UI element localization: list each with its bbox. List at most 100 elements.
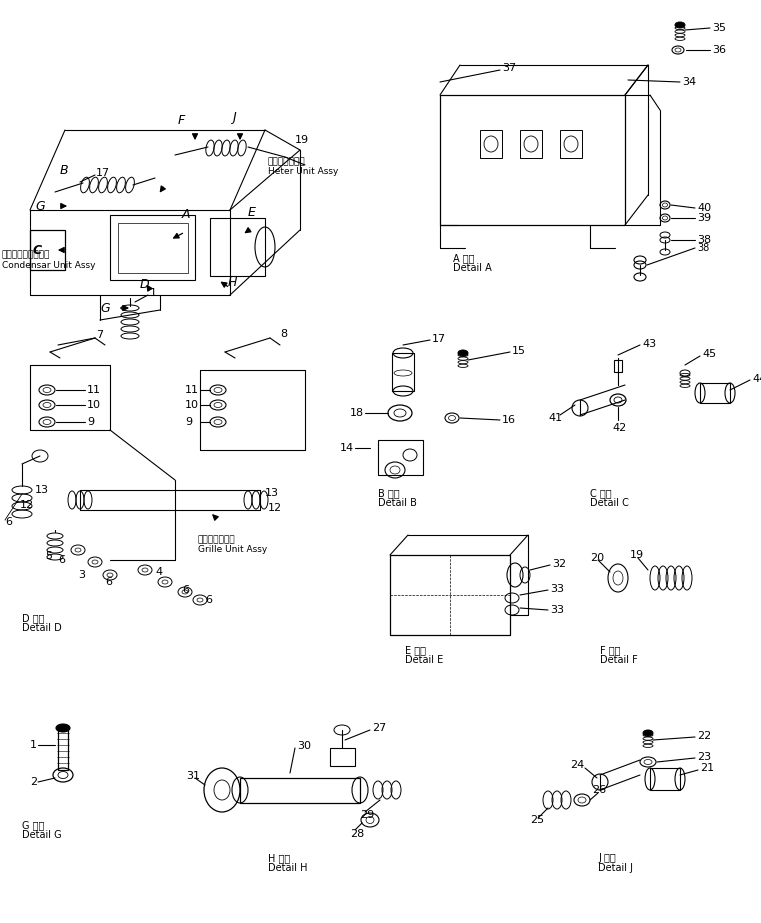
Bar [650,768,680,790]
Text: Detail G: Detail G [22,830,62,840]
Text: 6: 6 [5,517,12,527]
Text: 28: 28 [350,829,365,839]
Text: J 詳細: J 詳細 [598,853,616,863]
Text: A 詳細: A 詳細 [453,253,475,263]
Text: 35: 35 [712,23,726,33]
Bar [30,230,65,270]
Text: 19: 19 [295,135,309,145]
Bar [392,353,414,391]
Text: 22: 22 [697,731,712,741]
Bar [390,555,510,635]
Text: Detail H: Detail H [268,863,307,873]
Text: Detail D: Detail D [22,623,62,633]
Text: 33: 33 [550,584,564,594]
Text: E: E [248,206,256,219]
Text: C 詳細: C 詳細 [590,488,612,498]
Text: 36: 36 [712,45,726,55]
Text: 6: 6 [105,577,112,587]
Text: C: C [33,244,42,257]
Text: 4: 4 [155,567,162,577]
Text: H: H [228,275,237,289]
Text: Detail F: Detail F [600,655,638,665]
Text: 27: 27 [372,723,387,733]
Text: 7: 7 [96,330,103,340]
Text: 25: 25 [530,815,544,825]
Text: 41: 41 [548,413,562,423]
Bar [614,360,622,372]
Text: 3: 3 [78,570,85,580]
Text: Detail J: Detail J [598,863,633,873]
Text: 11: 11 [87,385,101,395]
Text: D: D [140,279,150,292]
Ellipse shape [675,22,685,28]
Text: 1: 1 [30,740,37,750]
Text: F 詳細: F 詳細 [600,645,620,655]
Bar [210,218,265,276]
Text: 40: 40 [697,203,711,213]
Text: 19: 19 [630,550,644,560]
Text: 43: 43 [642,339,656,349]
Text: 10: 10 [185,400,199,410]
Bar [560,130,582,158]
Text: グリルユニット: グリルユニット [198,535,236,545]
Text: 10: 10 [87,400,101,410]
Text: 1: 1 [150,288,157,298]
Text: ヒータユニット: ヒータユニット [268,158,306,166]
Text: 24: 24 [570,760,584,770]
Bar [58,730,68,770]
Text: 6: 6 [182,585,189,595]
Text: J: J [232,112,236,125]
Text: 30: 30 [297,741,311,751]
Text: 31: 31 [186,771,200,781]
Text: E 詳細: E 詳細 [405,645,426,655]
Text: 9: 9 [185,417,192,427]
Bar [118,223,188,273]
Bar [700,383,730,403]
Text: H 詳細: H 詳細 [268,853,290,863]
Text: 13: 13 [35,485,49,495]
Text: G: G [35,199,45,212]
Text: 14: 14 [340,443,354,453]
Ellipse shape [643,730,653,736]
Text: 18: 18 [350,408,364,418]
Bar [480,130,502,158]
Text: D 詳細: D 詳細 [22,613,44,623]
Text: 16: 16 [502,415,516,425]
Text: 6: 6 [58,555,65,565]
Text: コンデンサユニット: コンデンサユニット [2,250,50,259]
Text: 32: 32 [552,559,566,569]
Text: 33: 33 [550,605,564,615]
Text: 26: 26 [592,785,606,795]
Text: 23: 23 [697,752,711,762]
Bar [330,748,355,766]
Text: 15: 15 [512,346,526,356]
Text: 44: 44 [752,374,761,384]
Text: Detail B: Detail B [378,498,417,508]
Text: 29: 29 [360,810,374,820]
Text: Grille Unit Assy: Grille Unit Assy [198,545,267,555]
Text: A: A [182,209,190,222]
Text: 8: 8 [280,329,287,339]
Text: 5: 5 [45,551,52,561]
Ellipse shape [56,724,70,732]
Text: Condensar Unit Assy: Condensar Unit Assy [2,260,95,270]
Text: 17: 17 [96,168,110,178]
Text: 42: 42 [612,423,626,433]
Text: 2: 2 [30,777,37,787]
Text: 45: 45 [702,349,716,359]
Text: 12: 12 [20,500,34,510]
Text: 17: 17 [432,334,446,344]
Text: B 詳細: B 詳細 [378,488,400,498]
Text: 11: 11 [185,385,199,395]
Text: 39: 39 [697,213,711,223]
Bar [378,440,423,475]
Text: Heter Unit Assy: Heter Unit Assy [268,167,339,176]
Text: 9: 9 [87,417,94,427]
Text: 37: 37 [502,63,516,73]
Ellipse shape [458,350,468,356]
Bar [110,215,195,280]
Bar [520,130,542,158]
Text: Detail E: Detail E [405,655,443,665]
Bar [440,95,625,225]
Text: Detail A: Detail A [453,263,492,273]
